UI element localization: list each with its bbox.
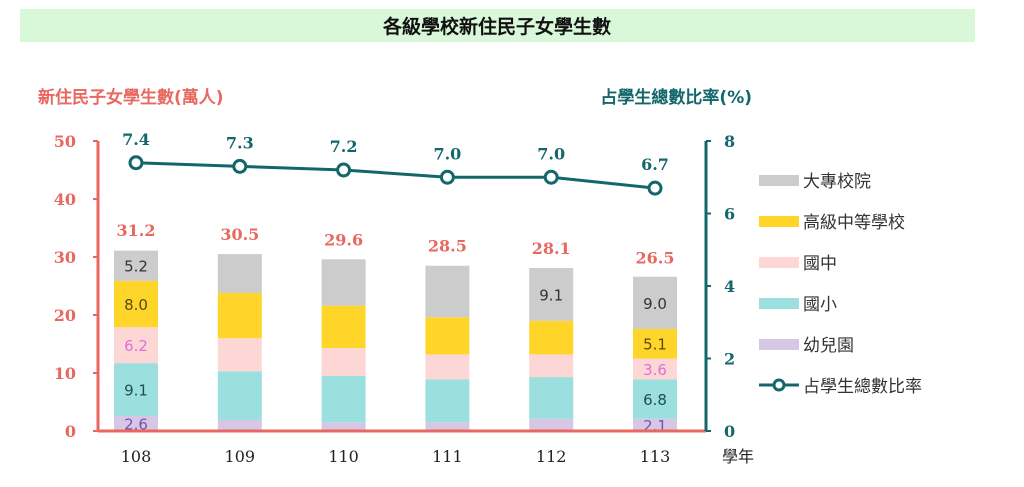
bar-total-label: 30.5 [220, 225, 259, 244]
ratio-point [543, 169, 559, 185]
bar-total-label: 31.2 [117, 221, 156, 240]
bar-value-label: 6.2 [124, 337, 148, 355]
x-axis-title: 學年 [722, 447, 754, 466]
bar-segment [633, 379, 677, 419]
bar-segment [425, 354, 470, 380]
bar-value-label: 3.6 [643, 361, 667, 379]
bar-segment [114, 327, 158, 364]
ratio-label: 7.2 [330, 137, 358, 156]
x-axis-tick-label: 112 [536, 447, 567, 466]
bar-segment [633, 328, 677, 359]
legend-label: 幼兒園 [803, 336, 854, 356]
legend-label: 國小 [803, 295, 837, 315]
right-axis-tick-label: 2 [724, 350, 735, 369]
bar-value-label: 5.2 [124, 258, 148, 276]
bar-segment [114, 250, 158, 281]
x-axis-tick-label: 111 [432, 447, 463, 466]
bar-segment [529, 320, 574, 355]
left-axis-tick-label: 0 [65, 422, 76, 441]
left-axis-tick-label: 50 [54, 132, 76, 151]
legend-label: 國中 [803, 254, 837, 274]
ratio-point [439, 169, 455, 185]
ratio-point [647, 180, 663, 196]
left-axis-tick-label: 20 [54, 306, 76, 325]
bar-value-label: 2.6 [124, 415, 148, 433]
legend-label: 大專校院 [803, 172, 871, 192]
bar-total-label: 28.5 [428, 237, 467, 256]
ratio-label: 6.7 [641, 155, 669, 174]
ratio-line [135, 161, 656, 190]
bar-value-label: 6.8 [643, 391, 667, 409]
bar-segment [425, 422, 470, 431]
ratio-label: 7.0 [433, 144, 461, 163]
bar-segment [425, 317, 470, 355]
legend-swatch [759, 257, 799, 268]
legend-swatch [759, 216, 799, 227]
bar-segment [425, 265, 470, 318]
bar-total-label: 26.5 [636, 248, 675, 267]
ratio-point [336, 162, 352, 178]
bar-segment [321, 375, 366, 423]
bar-segment [114, 415, 158, 431]
legend-label: 高級中等學校 [803, 213, 905, 233]
ratio-point [128, 155, 144, 171]
left-axis-tick-label: 30 [54, 248, 76, 267]
bar-value-label: 5.1 [643, 336, 667, 354]
bar-segment [217, 254, 262, 293]
bar-segment [217, 371, 262, 420]
bar-segment [114, 363, 158, 416]
bar-segment [425, 379, 470, 423]
x-axis-tick-label: 109 [225, 447, 256, 466]
ratio-label: 7.4 [122, 130, 150, 149]
right-axis-tick-label: 6 [724, 205, 735, 224]
bar-value-label: 8.0 [124, 296, 148, 314]
bar-value-label: 9.0 [643, 295, 667, 313]
title-banner [20, 9, 975, 42]
ratio-point [232, 158, 248, 174]
x-axis-tick-label: 113 [640, 447, 671, 466]
left-axis-tick-label: 40 [54, 190, 76, 209]
bar-segment [217, 419, 262, 431]
bar-total-label: 29.6 [324, 230, 363, 249]
legend-label: 占學生總數比率 [803, 377, 922, 397]
bar-segment [529, 418, 574, 431]
x-axis-tick-label: 110 [328, 447, 359, 466]
ratio-label: 7.0 [537, 144, 565, 163]
bar-segment [321, 422, 366, 431]
bar-total-label: 28.1 [532, 239, 571, 258]
bar-segment [321, 305, 366, 349]
ratio-label: 7.3 [226, 133, 254, 152]
legend-swatch [759, 339, 799, 350]
bar-value-label: 9.1 [539, 286, 563, 304]
bar-segment [633, 418, 677, 431]
bar-segment [633, 276, 677, 329]
bar-segment [217, 338, 262, 372]
chart-title: 各級學校新住民子女學生數 [382, 15, 611, 38]
bar-segment [529, 268, 574, 321]
left-axis-tick-label: 10 [54, 364, 76, 383]
bar-segment [633, 358, 677, 380]
legend-swatch [759, 175, 799, 186]
x-axis-tick-label: 108 [121, 447, 152, 466]
legend-marker [772, 378, 786, 392]
right-axis-tick-label: 4 [724, 277, 735, 296]
bar-segment [114, 280, 158, 328]
left-axis-title: 新住民子女學生數(萬人) [38, 87, 224, 108]
bar-segment [217, 292, 262, 339]
bar-segment [321, 259, 366, 306]
bar-value-label: 9.1 [124, 382, 148, 400]
right-axis-title: 占學生總數比率(%) [600, 87, 752, 108]
legend-swatch [759, 298, 799, 309]
bar-segment [529, 354, 574, 378]
bar-segment [321, 348, 366, 376]
right-axis-tick-label: 8 [724, 132, 735, 151]
bar-segment [529, 377, 574, 419]
right-axis-tick-label: 0 [724, 422, 735, 441]
